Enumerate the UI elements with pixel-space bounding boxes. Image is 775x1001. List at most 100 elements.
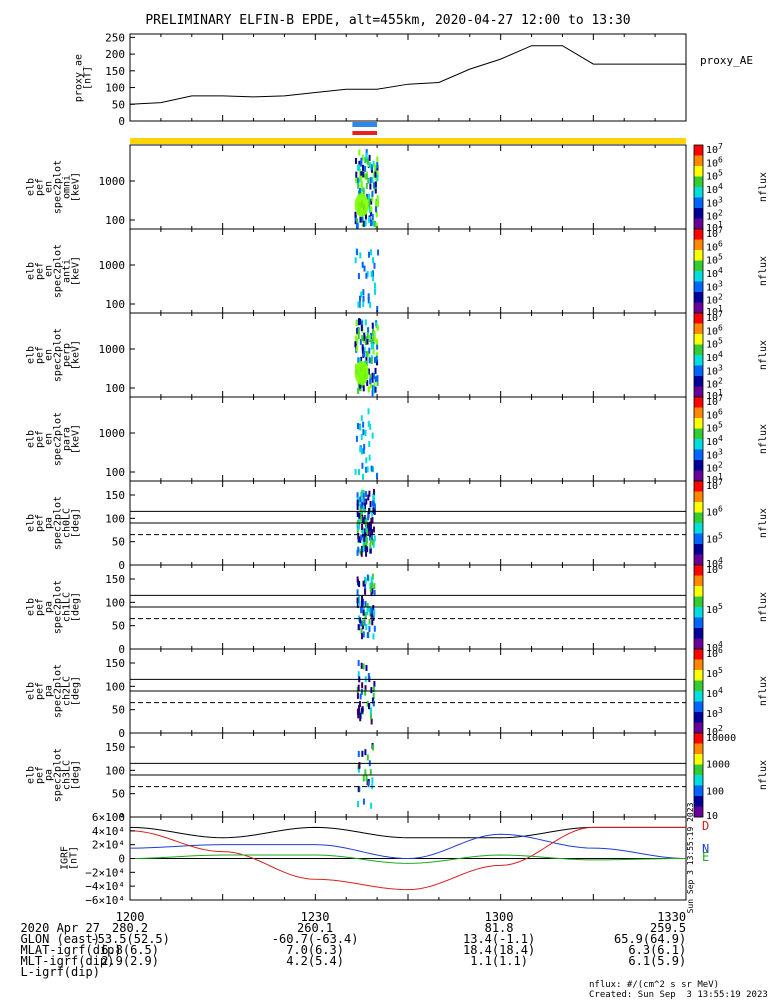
- colorbar-segment: [694, 533, 703, 545]
- spectrogram-cell: [363, 265, 366, 272]
- ae-ytick-label: 50: [112, 98, 125, 111]
- spectrogram-cell: [371, 372, 374, 379]
- spec-ylabel: anti: [62, 259, 73, 283]
- pitch-angle-cell: [357, 671, 360, 678]
- spectrogram-cell: [366, 193, 369, 200]
- colorbar-tick-label: 103: [706, 706, 723, 720]
- colorbar-tick-label: 103: [706, 363, 723, 377]
- spectrogram-cell: [376, 379, 379, 386]
- pitch-angle-cell: [364, 503, 367, 510]
- spectrogram-cell: [363, 220, 366, 227]
- bar-yellow: [130, 138, 686, 144]
- pa-ytick-label: 150: [105, 573, 125, 586]
- spectrogram-cell: [366, 271, 369, 278]
- spectrogram-cell: [376, 199, 379, 206]
- created-stamp: Created: Sun Sep 3 13:55:19 2023: [589, 990, 768, 1000]
- pitch-angle-cell: [360, 600, 363, 607]
- pitch-angle-cell: [366, 608, 369, 615]
- spectrogram-cell: [364, 429, 367, 436]
- pitch-angle-cell: [366, 632, 369, 639]
- pitch-angle-cell: [373, 609, 376, 616]
- pitch-angle-cell: [372, 501, 375, 508]
- spectrogram-cell: [369, 382, 372, 389]
- spec-ytick-label: 1000: [99, 175, 126, 188]
- proxy-ae-line: [129, 45, 686, 105]
- spectrogram-cell: [359, 216, 362, 223]
- pitch-angle-cell: [368, 625, 371, 632]
- pitch-angle-cell: [362, 619, 365, 626]
- footer-value: 6.1(5.9): [628, 954, 687, 968]
- pitch-angle-cell: [362, 580, 365, 587]
- colorbar-label: nflux: [758, 592, 769, 622]
- pitch-angle-cell: [360, 607, 363, 614]
- pitch-angle-cell: [364, 578, 367, 585]
- pitch-angle-cell: [361, 682, 364, 689]
- spectrogram-cell: [367, 193, 370, 200]
- pitch-angle-cell: [359, 496, 362, 503]
- pitch-angle-cell: [373, 497, 376, 504]
- pitch-angle-cell: [362, 493, 365, 500]
- colorbar-tick-label: 103: [706, 195, 723, 209]
- pa-ylabel: pef: [35, 766, 46, 784]
- pitch-angle-cell: [358, 512, 361, 519]
- spectrogram-cell: [360, 291, 363, 298]
- colorbar-segment: [694, 785, 703, 797]
- spectrogram-cell: [366, 466, 369, 473]
- spectrogram-cell: [373, 171, 376, 178]
- spectrogram-cell: [355, 171, 358, 178]
- spectrogram-frame: [129, 228, 687, 314]
- spectrogram-cell: [368, 206, 371, 213]
- spectrogram-cell: [362, 429, 365, 436]
- igrf-ytick-label: 0: [118, 853, 125, 866]
- pitch-angle-cell: [371, 587, 374, 594]
- spectrogram-cell: [369, 423, 372, 430]
- colorbar-segment: [694, 628, 703, 639]
- spectrogram-cell: [376, 162, 379, 169]
- spec-ylabel: elb: [26, 262, 37, 280]
- spectrogram-cell: [356, 218, 359, 225]
- spectrogram-cell: [370, 206, 373, 213]
- pitch-angle-cell: [356, 692, 359, 699]
- spectrogram-cell: [375, 206, 378, 213]
- pitch-angle-cell: [361, 523, 364, 530]
- pitch-angle-cell: [360, 662, 363, 669]
- spectrogram-cell: [376, 472, 379, 479]
- pitch-angle-cell: [369, 610, 372, 617]
- pitch-angle-cell: [371, 516, 374, 523]
- pitch-angle-cell: [358, 615, 361, 622]
- colorbar-tick-label: 102: [706, 461, 723, 475]
- spectrogram-cell: [376, 375, 379, 382]
- footer-row-4: L-igrf(dip): [6, 956, 99, 978]
- colorbar-segment: [694, 302, 703, 314]
- pitch-angle-cell: [364, 545, 367, 552]
- spectrogram-cell: [361, 335, 364, 342]
- spectrogram-cell: [362, 447, 365, 454]
- pitch-angle-cell: [369, 586, 372, 593]
- spectrogram-cell: [371, 176, 374, 183]
- colorbar-tick-label: 100: [706, 786, 724, 797]
- pa-ytick-label: 150: [105, 741, 125, 754]
- pa-ytick-label: 0: [118, 811, 125, 824]
- colorbar-tick-label: 106: [706, 155, 723, 169]
- spectrogram-cell: [360, 157, 363, 164]
- colorbar-tick-label: 104: [706, 350, 723, 364]
- colorbar-segment: [694, 712, 703, 723]
- colorbar-tick-label: 105: [706, 253, 723, 267]
- spec-ylabel: en: [44, 181, 55, 193]
- footer-value: 1330: [657, 910, 687, 924]
- igrf-legend-D: D: [702, 819, 709, 833]
- ae-ylabel: [nT]: [83, 66, 94, 90]
- spectrogram-cell: [358, 357, 361, 364]
- spectrogram-cell: [371, 376, 374, 383]
- spectrogram-cell: [365, 173, 368, 180]
- ae-ytick-label: 0: [118, 115, 125, 128]
- footer-label: MLT-igrf(dip): [20, 954, 115, 968]
- spec-ylabel: omni: [62, 175, 73, 199]
- colorbar-tick-label: 107: [706, 226, 723, 240]
- pitch-angle-cell: [366, 754, 369, 761]
- igrf-ylabel: IGRF: [60, 846, 71, 870]
- pa-ytick-label: 50: [112, 788, 125, 801]
- colorbar-tick-label: 102: [706, 209, 723, 223]
- pa-ytick-label: 0: [118, 727, 125, 740]
- pitch-angle-cell: [373, 589, 376, 596]
